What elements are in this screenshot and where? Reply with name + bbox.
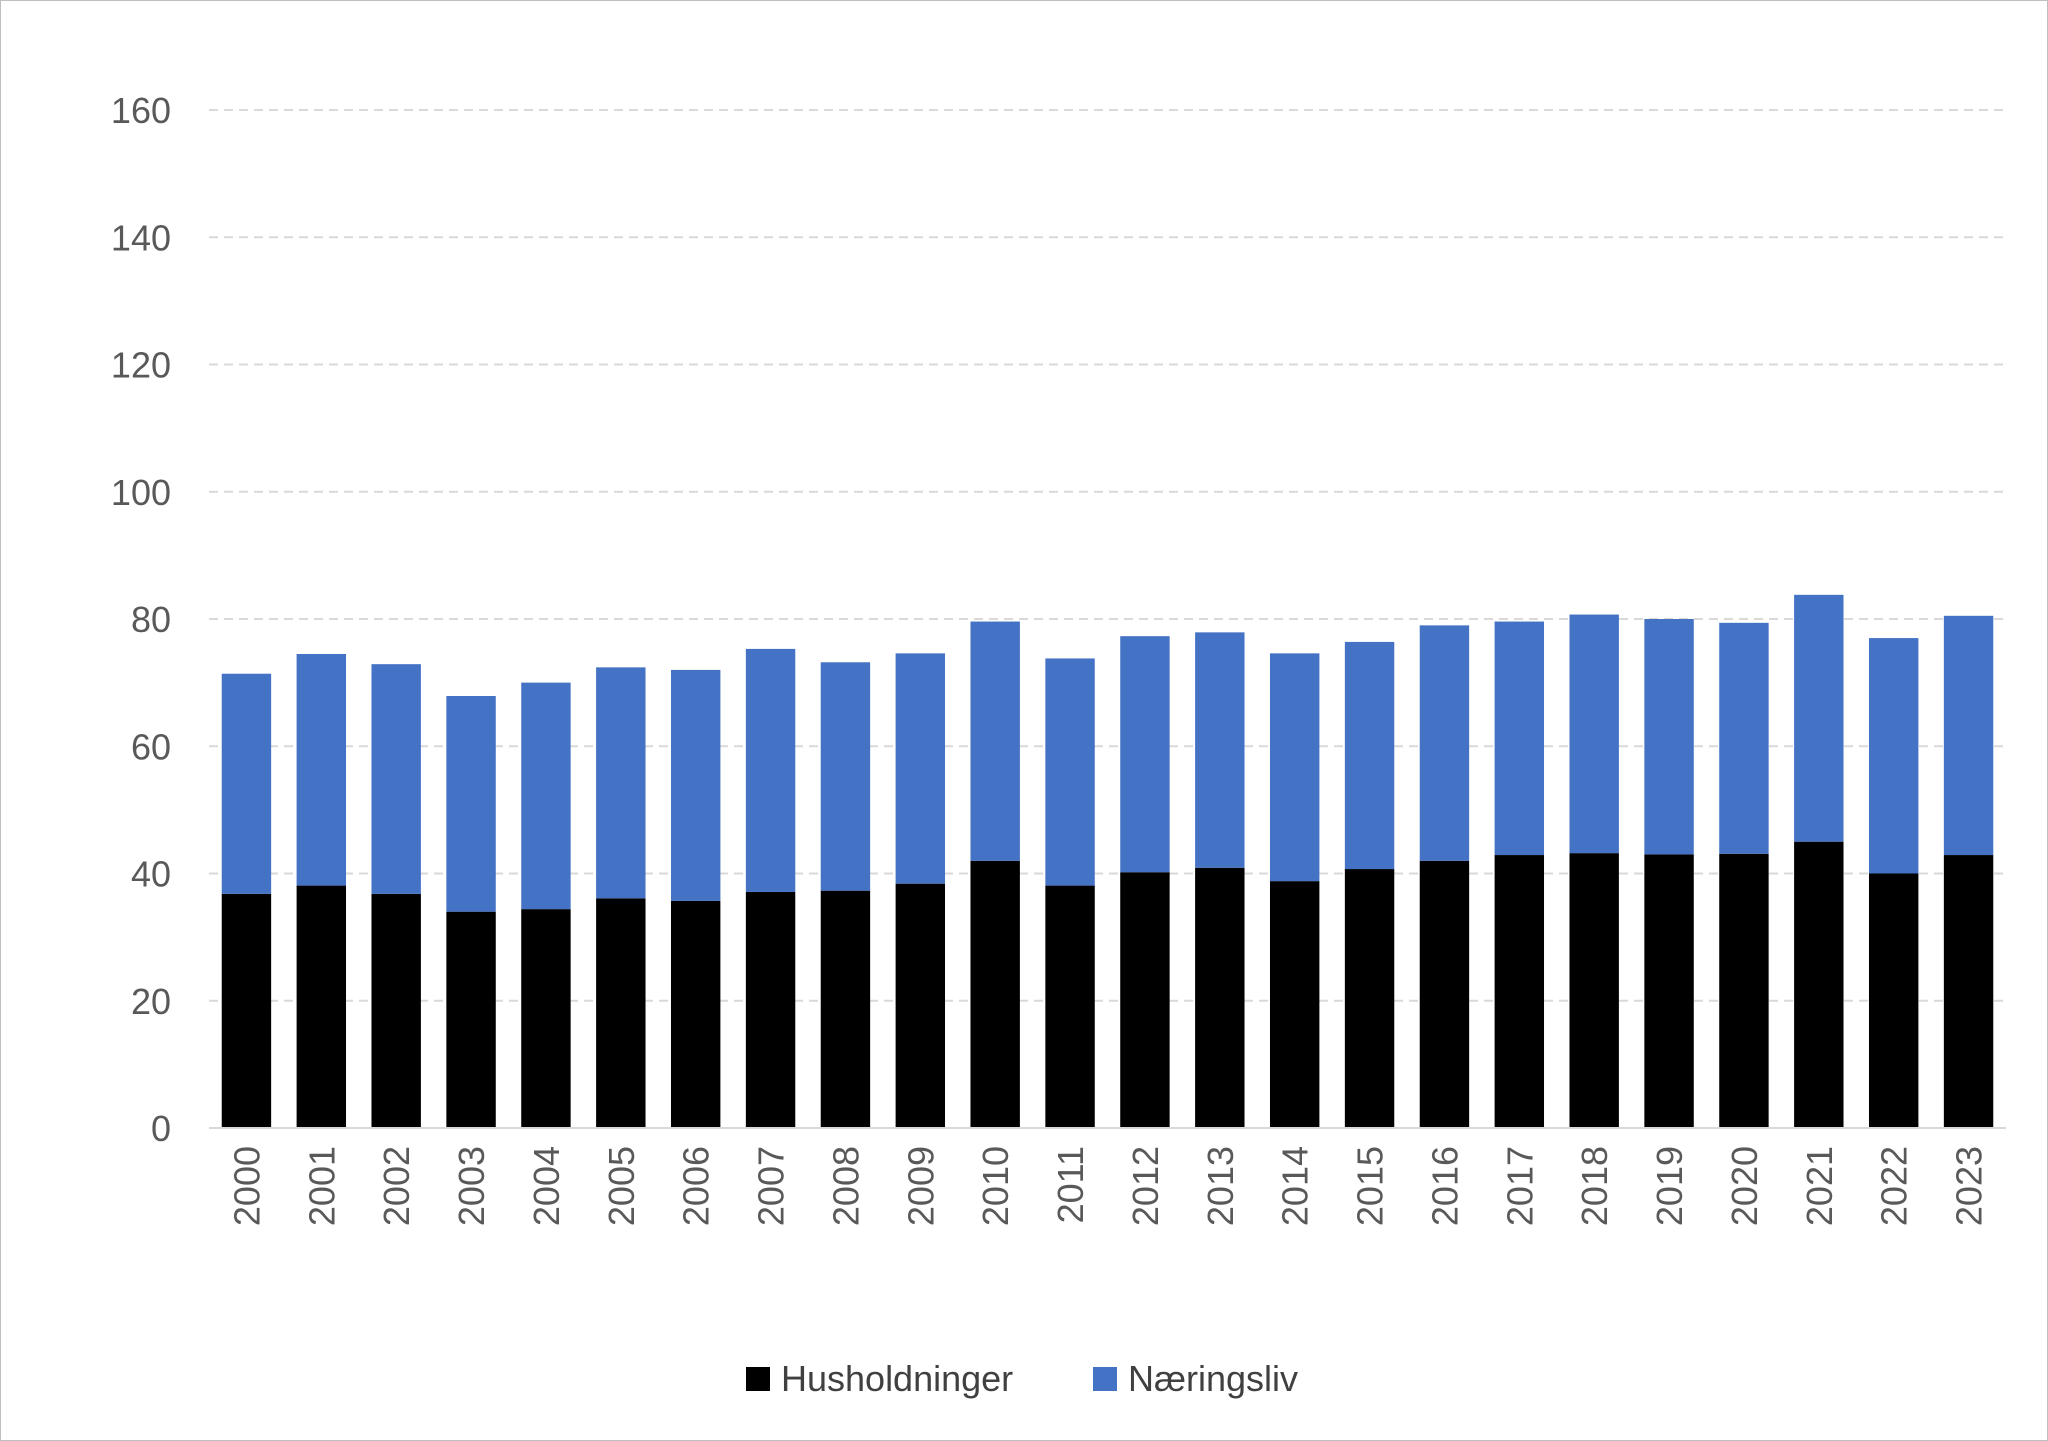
- bar-naeringsliv-2010: [970, 621, 1020, 861]
- bar-naeringsliv-2021: [1794, 594, 1844, 842]
- bar-husholdninger-2018: [1569, 853, 1619, 1128]
- bar-naeringsliv-2005: [596, 667, 646, 899]
- x-tick-label: 2010: [975, 1146, 1016, 1226]
- bar-naeringsliv-2004: [521, 682, 571, 910]
- bar-naeringsliv-2022: [1868, 638, 1919, 874]
- x-tick-label: 2006: [676, 1146, 717, 1226]
- bar-naeringsliv-2019: [1644, 619, 1694, 855]
- bar-husholdninger-2009: [895, 883, 946, 1128]
- bar-naeringsliv-2016: [1419, 625, 1470, 861]
- bar-naeringsliv-2020: [1719, 622, 1769, 854]
- x-tick-label: 2001: [301, 1146, 342, 1226]
- bar-husholdninger-2017: [1494, 855, 1545, 1128]
- legend-label-naeringsliv: Næringsliv: [1128, 1358, 1298, 1399]
- legend-swatch-husholdninger: [746, 1367, 770, 1391]
- y-tick-label: 120: [111, 345, 171, 386]
- x-tick-label: 2014: [1275, 1146, 1316, 1226]
- bar-husholdninger-2023: [1943, 855, 1994, 1128]
- bar-naeringsliv-2023: [1943, 615, 1994, 856]
- y-tick-label: 160: [111, 90, 171, 131]
- y-tick-label: 140: [111, 217, 171, 258]
- x-tick-label: 2013: [1200, 1146, 1241, 1226]
- bar-husholdninger-2020: [1719, 853, 1769, 1128]
- bar-husholdninger-2011: [1045, 885, 1095, 1128]
- bar-naeringsliv-2000: [221, 673, 272, 894]
- x-tick-label: 2000: [226, 1146, 267, 1226]
- x-tick-label: 2019: [1649, 1146, 1690, 1226]
- y-tick-label: 0: [151, 1108, 171, 1149]
- bar-naeringsliv-2017: [1494, 621, 1545, 856]
- x-axis-ticks: 2000 2001 2002 2003 2004 2005 2006 2007 2008 2009…: [226, 1146, 1989, 1226]
- x-tick-label: 2009: [900, 1146, 941, 1226]
- bar-husholdninger-2022: [1868, 873, 1919, 1128]
- bar-husholdninger-2019: [1644, 854, 1694, 1128]
- legend-swatch-naeringsliv: [1093, 1367, 1117, 1391]
- bar-husholdninger-2003: [446, 911, 496, 1128]
- legend-label-husholdninger: Husholdninger: [781, 1358, 1013, 1399]
- bar-naeringsliv-2014: [1269, 653, 1320, 882]
- bar-naeringsliv-2002: [371, 664, 421, 894]
- bar-husholdninger-2000: [221, 893, 272, 1128]
- bar-husholdninger-2012: [1120, 872, 1170, 1128]
- x-tick-label: 2012: [1125, 1146, 1166, 1226]
- bar-husholdninger-2007: [745, 891, 796, 1128]
- bar-husholdninger-2004: [521, 909, 571, 1128]
- x-tick-label: 2005: [601, 1146, 642, 1226]
- bar-naeringsliv-2008: [820, 662, 871, 891]
- bar-husholdninger-2002: [371, 893, 421, 1128]
- bar-husholdninger-2013: [1195, 867, 1245, 1128]
- bar-husholdninger-2021: [1794, 841, 1844, 1128]
- bar-husholdninger-2015: [1344, 869, 1395, 1128]
- bar-naeringsliv-2007: [745, 648, 796, 892]
- x-tick-label: 2003: [451, 1146, 492, 1226]
- x-tick-label: 2021: [1799, 1146, 1840, 1226]
- bar-husholdninger-2001: [296, 885, 347, 1128]
- x-tick-label: 2007: [751, 1146, 792, 1226]
- x-tick-label: 2018: [1574, 1146, 1615, 1226]
- bar-naeringsliv-2013: [1195, 632, 1245, 868]
- bar-husholdninger-2006: [670, 900, 721, 1128]
- x-tick-label: 2011: [1050, 1146, 1091, 1223]
- x-tick-label: 2017: [1499, 1146, 1540, 1226]
- legend: Husholdninger Næringsliv: [746, 1358, 1298, 1399]
- y-axis-ticks: 0 20 40 60 80 100 120 140 160: [111, 90, 171, 1149]
- bar-naeringsliv-2006: [670, 669, 721, 901]
- x-tick-label: 2008: [825, 1146, 866, 1226]
- x-tick-label: 2002: [376, 1146, 417, 1226]
- x-tick-label: 2004: [526, 1146, 567, 1226]
- x-tick-label: 2023: [1949, 1146, 1990, 1226]
- bar-naeringsliv-2015: [1344, 641, 1395, 870]
- bar-naeringsliv-2012: [1120, 636, 1170, 873]
- bar-husholdninger-2008: [820, 890, 871, 1128]
- bar-naeringsliv-2018: [1569, 614, 1619, 854]
- y-tick-label: 80: [131, 599, 171, 640]
- bar-naeringsliv-2003: [446, 695, 496, 912]
- bar-husholdninger-2016: [1419, 860, 1470, 1128]
- bar-husholdninger-2010: [970, 860, 1020, 1128]
- y-tick-label: 20: [131, 981, 171, 1022]
- x-tick-label: 2022: [1874, 1146, 1915, 1226]
- y-tick-label: 40: [131, 854, 171, 895]
- bar-naeringsliv-2011: [1045, 658, 1095, 886]
- x-tick-label: 2015: [1350, 1146, 1391, 1226]
- y-tick-label: 100: [111, 472, 171, 513]
- y-tick-label: 60: [131, 726, 171, 767]
- x-tick-label: 2016: [1424, 1146, 1465, 1226]
- bar-husholdninger-2005: [596, 898, 646, 1128]
- bars: [221, 594, 1994, 1128]
- bar-naeringsliv-2009: [895, 653, 946, 884]
- x-tick-label: 2020: [1724, 1146, 1765, 1226]
- bar-naeringsliv-2001: [296, 653, 347, 886]
- bar-husholdninger-2014: [1269, 881, 1320, 1128]
